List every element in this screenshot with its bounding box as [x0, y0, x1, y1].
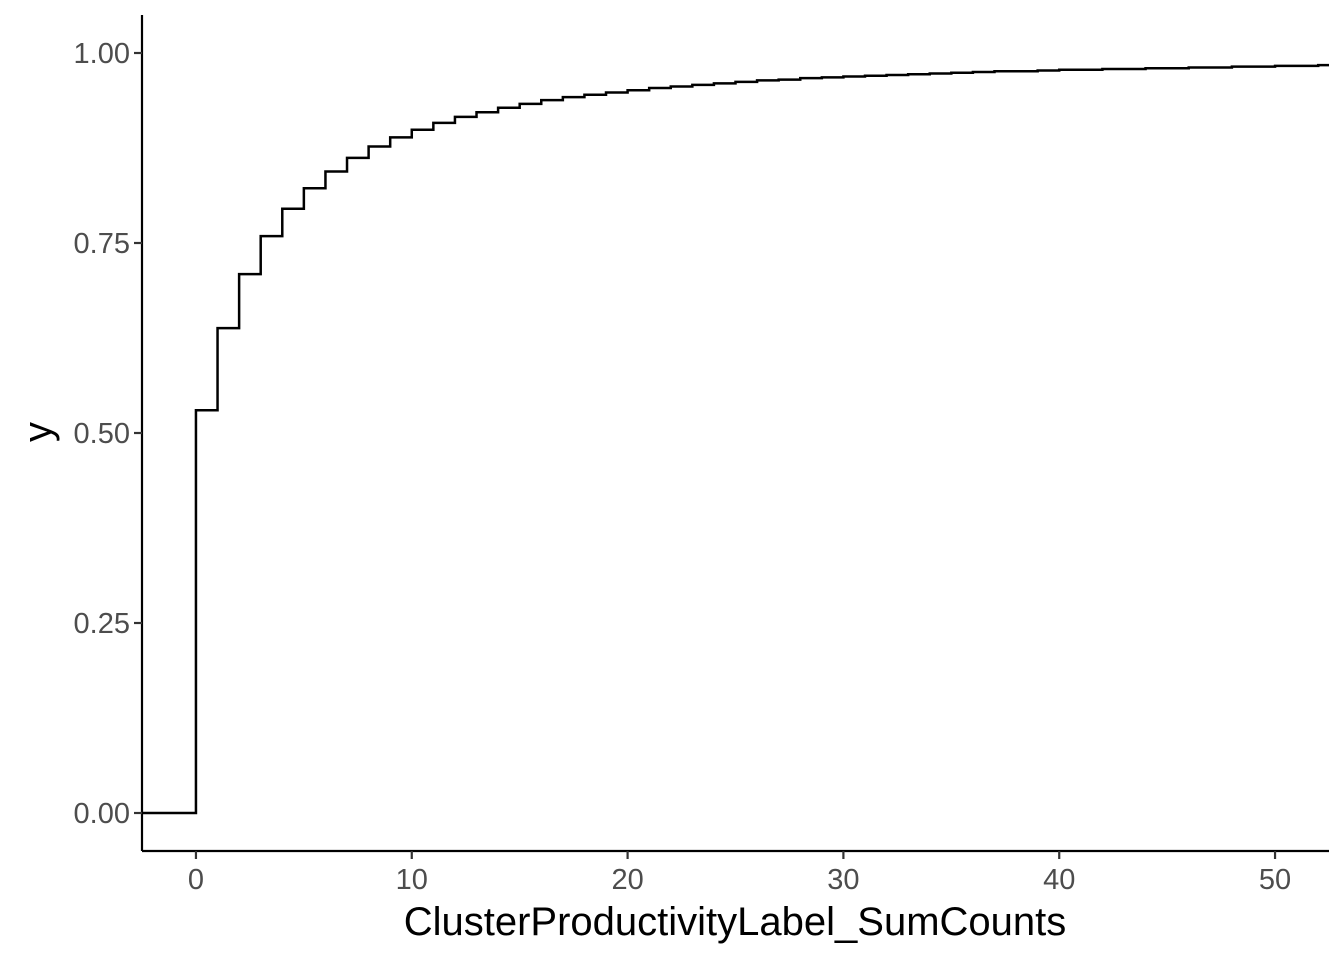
- y-tick-label: 0.25: [74, 608, 130, 640]
- y-tick-label: 1.00: [74, 38, 130, 70]
- x-axis-ticks: 0 10 20 30 40 50: [188, 851, 1291, 896]
- y-tick-label: 0.75: [74, 228, 130, 260]
- x-tick-label: 40: [1043, 864, 1075, 896]
- y-axis-title: y: [16, 422, 60, 442]
- x-tick-label: 20: [611, 864, 643, 896]
- y-tick-label: 0.50: [74, 418, 130, 450]
- x-axis-title: ClusterProductivityLabel_SumCounts: [404, 900, 1067, 944]
- x-tick-label: 30: [827, 864, 859, 896]
- x-tick-label: 10: [396, 864, 428, 896]
- x-tick-label: 0: [188, 864, 204, 896]
- x-tick-label: 50: [1259, 864, 1291, 896]
- y-axis-ticks: 0.00 0.25 0.50 0.75 1.00: [74, 38, 142, 830]
- ecdf-step-line: [142, 63, 1329, 815]
- y-tick-label: 0.00: [74, 798, 130, 830]
- plot-area: [142, 63, 1329, 815]
